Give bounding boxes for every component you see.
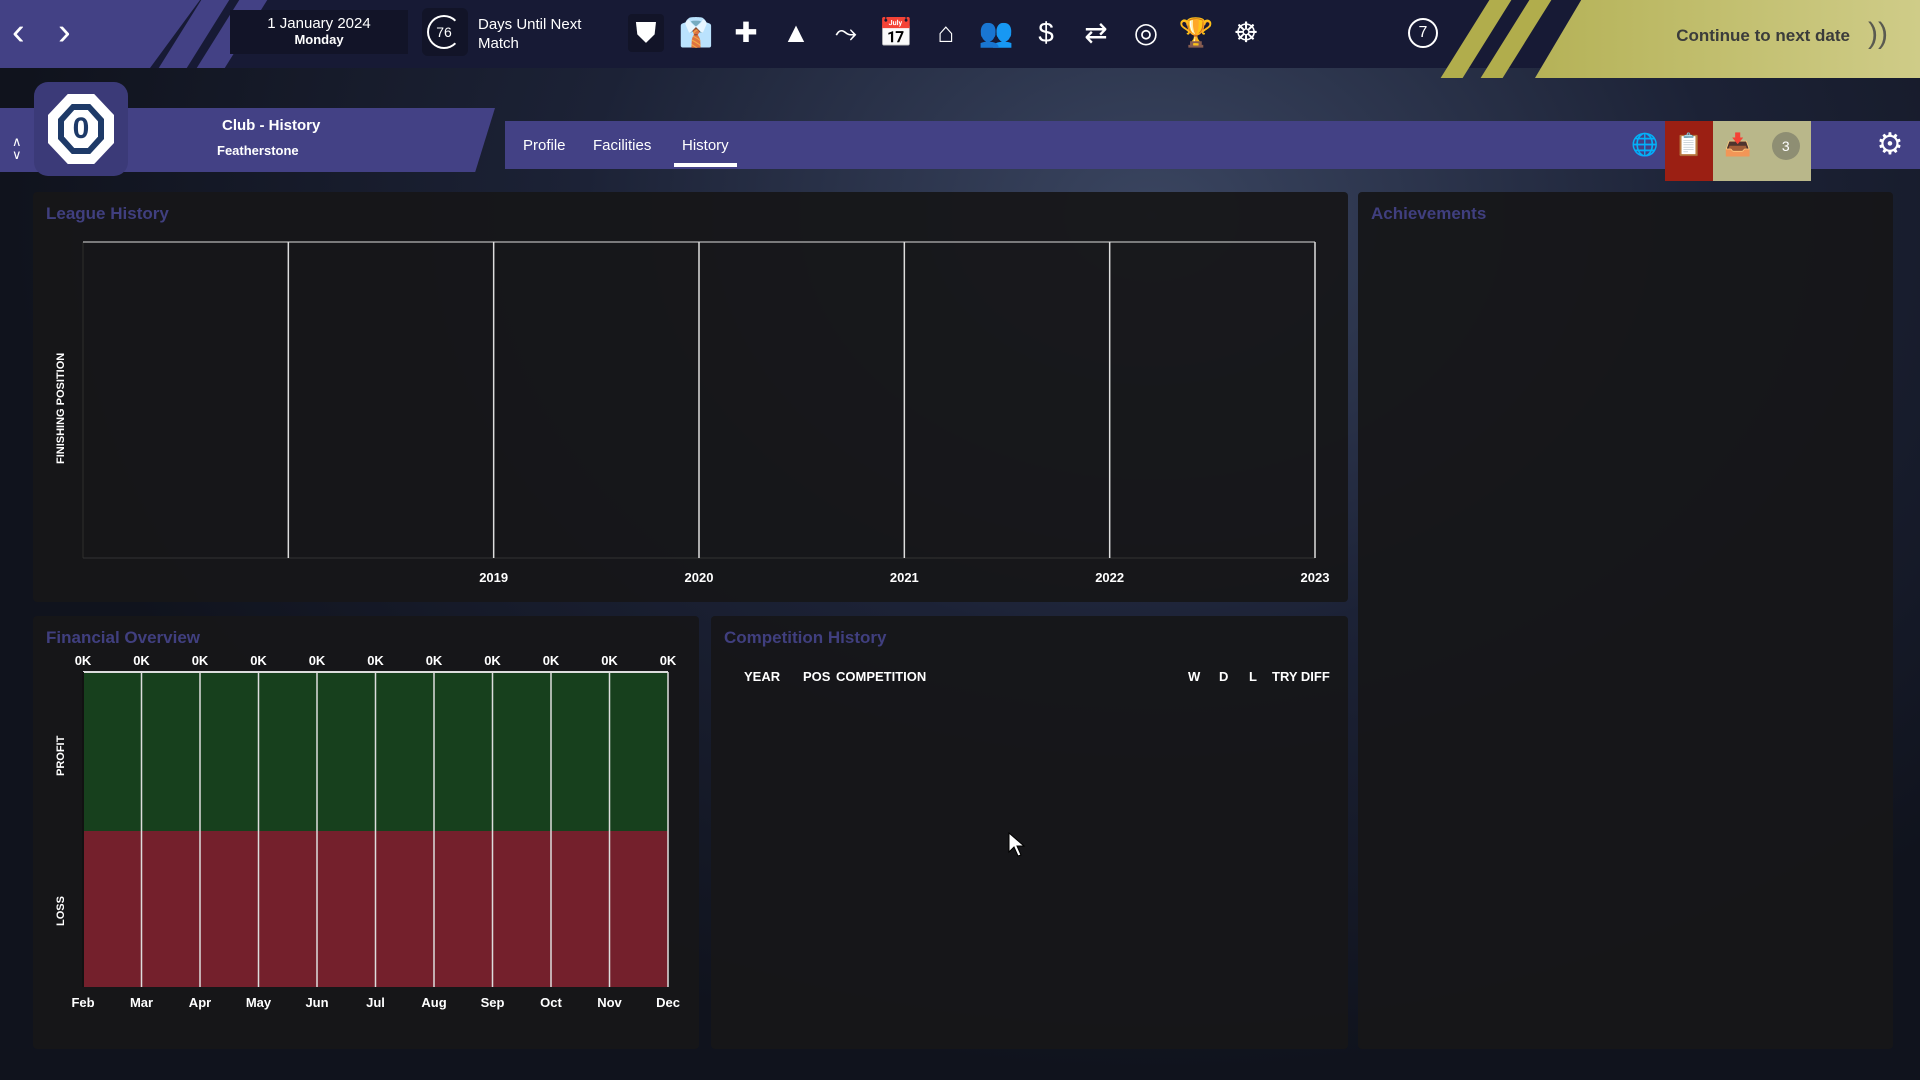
x-tick-label: 2023	[1300, 570, 1330, 585]
column-pos[interactable]: POS	[803, 669, 831, 684]
page-title: Club - History	[222, 117, 321, 134]
competition-history-panel: Competition History YEAR POS COMPETITION…	[711, 616, 1348, 1049]
column-try-diff[interactable]: TRY DIFF	[1272, 669, 1330, 684]
financial-chart	[82, 671, 669, 987]
panel-title: Competition History	[724, 628, 887, 647]
value-label: 0K	[133, 653, 150, 668]
finance-icon[interactable]: $	[1038, 17, 1054, 48]
x-tick-label: Nov	[597, 995, 622, 1010]
inbox-count: 3	[1771, 132, 1800, 161]
x-tick-label: Sep	[480, 995, 505, 1010]
x-tick-label: Aug	[421, 995, 447, 1010]
x-tick-label: Oct	[540, 995, 562, 1010]
panel-title: League History	[46, 204, 169, 223]
tactics-icon[interactable]: ⤳	[834, 17, 858, 48]
x-tick-label: 2020	[684, 570, 714, 585]
column-year[interactable]: YEAR	[744, 669, 781, 684]
league-history-chart	[82, 241, 1316, 559]
league-history-panel: League History FINISHING POSITION 2019 20…	[33, 192, 1348, 602]
x-tick-label: Feb	[71, 995, 95, 1010]
value-label: 0K	[425, 653, 443, 668]
x-tick-label: Mar	[129, 995, 154, 1010]
forward-button[interactable]: ›	[58, 11, 71, 53]
column-w[interactable]: W	[1188, 669, 1201, 684]
continue-button[interactable]: Continue to next date))	[1535, 0, 1920, 78]
settings-gear-icon[interactable]: ⚙	[1876, 128, 1904, 161]
globe-icon[interactable]: 🌐	[1631, 132, 1659, 157]
board-icon[interactable]: ☸	[1233, 17, 1259, 48]
transfers-icon[interactable]: ⇄	[1084, 17, 1108, 48]
calendar-icon[interactable]: 📅	[878, 17, 914, 48]
back-button[interactable]: ‹	[12, 11, 25, 53]
value-label: 0K	[484, 653, 501, 668]
club-crest[interactable]: 0	[34, 82, 128, 176]
value-label: 0K	[601, 653, 618, 668]
home-icon[interactable]: ⌂	[937, 17, 955, 48]
inbox-button[interactable]: 📥 3	[1713, 121, 1811, 181]
game-speed-button[interactable]: 7	[1408, 18, 1438, 48]
inbox-icon: 📥	[1724, 132, 1752, 157]
squad-icon[interactable]: 👥	[978, 17, 1014, 48]
x-tick-label: Apr	[188, 995, 212, 1010]
weekday: Monday	[294, 32, 344, 47]
tab-facilities[interactable]: Facilities	[593, 137, 652, 154]
column-l[interactable]: L	[1249, 669, 1257, 684]
continue-label: Continue to next date	[1676, 26, 1850, 45]
achievements-panel: Achievements	[1358, 192, 1893, 1049]
club-name: Featherstone	[217, 143, 299, 158]
x-tick-label: Jul	[366, 995, 385, 1010]
trophy-icon[interactable]: 🏆	[1178, 17, 1214, 48]
column-d[interactable]: D	[1219, 669, 1229, 684]
value-label: 0K	[367, 653, 384, 668]
value-label: 0K	[74, 653, 92, 668]
panel-title: Achievements	[1371, 204, 1487, 223]
staff-icon[interactable]: 👔	[678, 17, 714, 48]
tab-history[interactable]: History	[674, 137, 737, 167]
clipboard-icon[interactable]: 📋	[1665, 121, 1713, 181]
panel-title: Financial Overview	[46, 628, 201, 647]
x-tick-label: Dec	[656, 995, 680, 1010]
value-label: 0K	[308, 653, 326, 668]
days-counter: 76	[422, 8, 468, 56]
tab-profile[interactable]: Profile	[523, 137, 566, 154]
main-nav-icons: ⛊ 👔 ✚ ▲ ⤳ 📅 ⌂ 👥 $ ⇄ ◎ 🏆 ☸	[628, 14, 1264, 52]
x-tick-label: 2019	[479, 570, 509, 585]
date-display[interactable]: 1 January 2024 Monday	[230, 10, 408, 54]
value-label: 0K	[659, 653, 677, 668]
value-label: 0K	[250, 653, 267, 668]
training-cone-icon[interactable]: ▲	[782, 17, 810, 48]
days-until-match-count: 76	[427, 15, 461, 49]
x-tick-label: 2022	[1095, 570, 1125, 585]
club-shield-icon[interactable]: ⛊	[628, 14, 664, 52]
x-tick-label: Jun	[305, 995, 329, 1010]
date: 1 January 2024	[267, 15, 371, 32]
days-until-match-label: Days Until Next Match	[478, 16, 582, 52]
continue-chevron-icon: ))	[1868, 17, 1888, 50]
tab-bar: Profile Facilities History 🌐 📋 📥 3 ⚙	[505, 121, 1920, 181]
switch-club-arrows-icon[interactable]: ∧ ∨	[12, 134, 22, 162]
mouse-cursor	[1008, 832, 1026, 857]
financial-overview-panel: Financial Overview PROFIT LOSS Feb 0K Mar 0…	[33, 616, 699, 1049]
x-tick-label: 2021	[889, 570, 919, 585]
value-label: 0K	[191, 653, 209, 668]
x-tick-label: May	[245, 995, 272, 1010]
column-competition[interactable]: COMPETITION	[836, 669, 927, 684]
medical-icon[interactable]: ✚	[734, 17, 758, 48]
value-label: 0K	[542, 653, 560, 668]
scouting-icon[interactable]: ◎	[1133, 17, 1159, 48]
